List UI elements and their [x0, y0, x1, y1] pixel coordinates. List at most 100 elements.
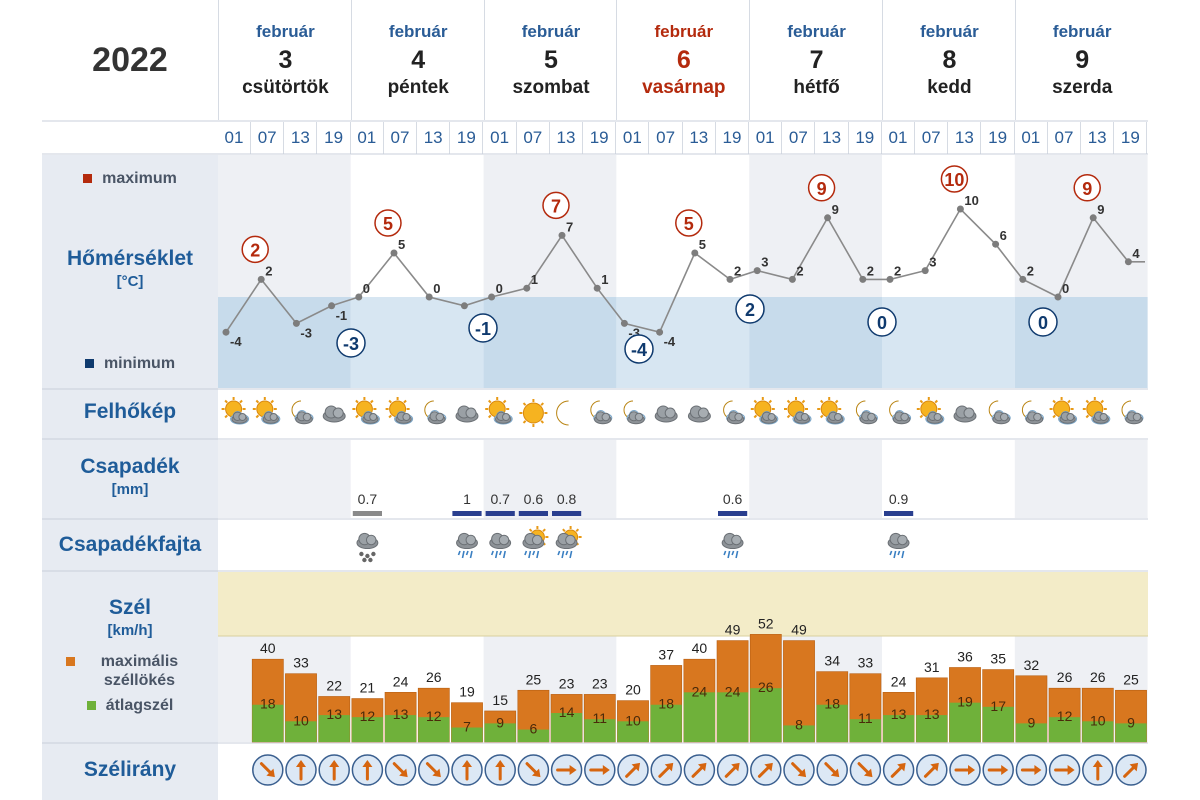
avg-bar — [385, 715, 417, 742]
avg-bar — [883, 715, 915, 742]
row-band-ptype — [1014, 520, 1148, 570]
min-marker-label: 0 — [877, 313, 887, 333]
avg-label: 13 — [924, 706, 940, 722]
max-marker — [1073, 174, 1101, 202]
gust-label: 49 — [791, 622, 807, 638]
hour-label: 13 — [550, 122, 583, 154]
gust-bar — [783, 640, 815, 743]
moon-cloud-icon — [723, 400, 746, 425]
min-marker — [1028, 307, 1058, 337]
gust-label: 19 — [459, 684, 475, 700]
gust-label: 35 — [990, 651, 1006, 667]
wind-direction-icon — [285, 754, 317, 786]
avg-bar — [451, 727, 483, 742]
precip-label: 0.6 — [723, 491, 743, 507]
day-month: február — [256, 22, 315, 41]
temperature-point-label: 0 — [363, 281, 370, 296]
sun-cloud-icon — [221, 397, 250, 425]
wind-direction-icon — [750, 754, 782, 786]
avg-bar — [849, 719, 881, 742]
wind-dir-label: Szélirány — [83, 758, 177, 781]
min-marker — [468, 313, 498, 343]
avg-label: 14 — [559, 704, 575, 720]
hour-label: 07 — [251, 122, 285, 154]
avg-bar — [683, 692, 715, 742]
temperature-point-label: -4 — [230, 334, 242, 349]
hour-label: 07 — [384, 122, 417, 154]
sun-cloud-icon — [1049, 397, 1078, 425]
avg-bar — [484, 723, 516, 742]
avg-label: 13 — [326, 706, 342, 722]
avg-bar — [285, 721, 317, 742]
temperature-point-label: -3 — [300, 325, 312, 340]
wind-direction-icon — [1048, 754, 1081, 786]
hour-label: 13 — [1081, 122, 1115, 154]
moon-cloud-icon — [1121, 400, 1144, 425]
sun-rain-icon — [555, 526, 582, 559]
legend-avg: átlagszél — [42, 697, 218, 715]
day-weekday: hétfő — [793, 77, 840, 98]
gust-label: 52 — [758, 615, 774, 631]
avg-label: 7 — [463, 719, 471, 735]
day-day: 3 — [278, 46, 293, 74]
row-band-ptype — [218, 520, 351, 570]
avg-label: 17 — [990, 698, 1006, 714]
temperature-point-label: 5 — [699, 237, 706, 252]
temperature-point — [726, 275, 734, 283]
max-marker-label: 9 — [1082, 179, 1092, 199]
avg-bar — [1082, 721, 1114, 742]
cloud-icon — [687, 405, 711, 423]
wind-direction-icon — [351, 754, 384, 786]
day-header: február 8 kedd — [882, 0, 1016, 120]
temperature-point — [593, 284, 601, 292]
day-month: február — [654, 22, 714, 41]
temperature-point — [859, 275, 867, 283]
sun-cloud-icon — [750, 397, 779, 425]
wind-direction-icon — [849, 754, 882, 786]
day-month: február — [521, 22, 581, 41]
gust-label: 40 — [260, 640, 276, 656]
sun-cloud-icon — [1082, 397, 1111, 425]
wind-direction-icon — [683, 754, 716, 786]
avg-bar — [351, 717, 383, 742]
avg-label: 26 — [758, 679, 774, 695]
avg-label: 18 — [824, 696, 840, 712]
day-month: február — [388, 22, 448, 41]
max-marker — [807, 174, 836, 202]
avg-label: 9 — [496, 714, 504, 730]
rain-icon — [456, 532, 478, 559]
temperature-label: Hőmérséklet [°C] — [66, 247, 194, 290]
avg-bar — [1049, 717, 1081, 742]
temperature-point — [1089, 214, 1097, 222]
gust-label: 32 — [1024, 657, 1040, 673]
wind-direction-icon — [418, 754, 450, 786]
temperature-point-label: -1 — [336, 308, 348, 323]
avg-bar — [617, 721, 649, 742]
wind-direction-icon — [451, 754, 483, 786]
max-marker-label: 2 — [250, 240, 260, 260]
temperature-point-label: -3 — [628, 325, 640, 340]
avg-label: 13 — [891, 706, 907, 722]
sun-cloud-icon — [817, 397, 845, 425]
min-marker — [867, 307, 897, 337]
sun-cloud-icon — [352, 397, 380, 425]
avg-bar — [318, 715, 350, 742]
day-header: február 6 vasárnap — [616, 0, 750, 120]
day-band-precip — [616, 440, 750, 518]
temperature-point-label: 7 — [566, 219, 573, 234]
avg-bar — [517, 729, 549, 742]
gust-label: 15 — [492, 692, 508, 708]
cloud-icon — [322, 405, 346, 423]
temperature-point — [921, 267, 929, 275]
temperature-point — [691, 249, 699, 257]
wind-direction-icon — [882, 754, 915, 786]
temperature-point — [886, 275, 894, 283]
temperature-point-label: 0 — [496, 281, 503, 296]
gust-label: 40 — [692, 640, 708, 656]
hour-label: 19 — [716, 122, 749, 154]
frost-zone — [882, 297, 1015, 388]
temperature-point — [328, 302, 336, 310]
gust-label: 26 — [426, 669, 442, 685]
hour-label: 13 — [683, 122, 716, 154]
gust-label: 23 — [592, 675, 608, 691]
